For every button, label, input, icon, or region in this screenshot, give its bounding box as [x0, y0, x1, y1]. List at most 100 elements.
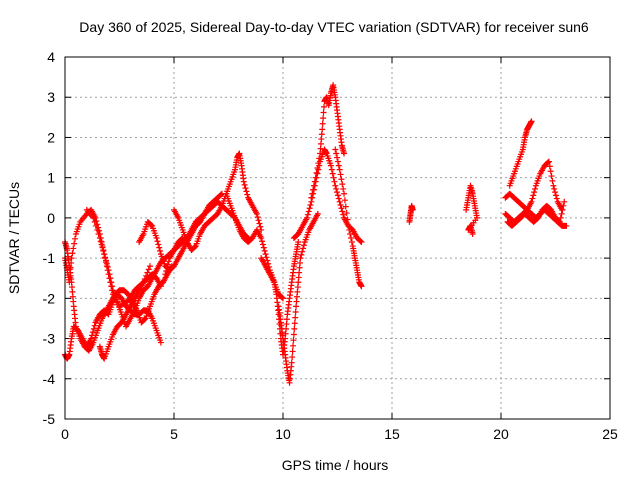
data-point [358, 283, 365, 290]
data-point [162, 271, 169, 278]
chart-title: Day 360 of 2025, Sidereal Day-to-day VTE… [79, 19, 589, 35]
data-point [557, 214, 564, 221]
y-tick-label: 2 [47, 129, 55, 145]
data-point [563, 222, 570, 229]
plot-frame [64, 56, 611, 420]
data-point [315, 160, 322, 167]
data-point [344, 216, 351, 223]
y-tick-label: 0 [47, 210, 55, 226]
data-point [357, 238, 364, 245]
data-point [320, 115, 327, 122]
data-point [549, 177, 556, 184]
data-point [94, 226, 101, 233]
data-point [334, 192, 341, 199]
data-point [102, 257, 109, 264]
grid [65, 57, 610, 419]
data-point [254, 214, 261, 221]
data-point [242, 185, 249, 192]
data-point [319, 120, 326, 127]
data-point [327, 162, 334, 169]
y-tick-label: -1 [43, 250, 56, 266]
data-point [319, 126, 326, 133]
data-point [314, 165, 321, 172]
data-point [107, 275, 114, 282]
data-point [331, 178, 338, 185]
data-point [290, 331, 297, 338]
data-point [72, 235, 79, 242]
data-point [102, 254, 109, 261]
data-point [313, 169, 320, 176]
data-point [100, 247, 107, 254]
data-point [289, 348, 296, 355]
y-tick-label: -5 [43, 411, 56, 427]
data-point [335, 195, 342, 202]
data-point [558, 210, 565, 217]
data-point [97, 238, 104, 245]
data-point [341, 190, 348, 197]
data-point [332, 182, 339, 189]
data-point [545, 158, 552, 165]
data-point [531, 189, 538, 196]
data-point [95, 230, 102, 237]
data-point [310, 186, 317, 193]
data-point [346, 226, 353, 233]
data-point [547, 168, 554, 175]
data-point [256, 220, 263, 227]
data-point [337, 202, 344, 209]
y-tick-label: -2 [43, 290, 56, 306]
data-point [253, 210, 260, 217]
data-point [334, 158, 341, 165]
data-point [545, 159, 552, 166]
y-tick-label: -4 [43, 371, 56, 387]
data-point [243, 188, 250, 195]
data-point [259, 238, 266, 245]
data-point [333, 185, 340, 192]
data-point [290, 337, 297, 344]
data-point [105, 267, 112, 274]
data-point [347, 230, 354, 237]
data-point [255, 217, 262, 224]
data-point [336, 166, 343, 173]
data-point [546, 163, 553, 170]
data-point [260, 244, 267, 251]
data-point [144, 269, 151, 276]
data-point [288, 359, 295, 366]
data-point [90, 214, 97, 221]
data-point [71, 240, 78, 247]
data-point [164, 264, 171, 271]
data-point [555, 218, 562, 225]
data-point [163, 267, 170, 274]
data-point [343, 210, 350, 217]
data-point [280, 295, 286, 302]
data-point [552, 189, 559, 196]
series-track-f [136, 190, 225, 274]
y-tick-label: 1 [47, 170, 55, 186]
data-point [147, 263, 154, 270]
data-point [91, 218, 98, 225]
data-point [550, 182, 557, 189]
data-point [264, 257, 271, 264]
data-point [314, 170, 321, 177]
data-point [548, 173, 555, 180]
data-point [308, 194, 315, 201]
data-point [108, 279, 115, 286]
axis-ticks: 0 5 10 15 20 25 -5 -4 -3 -2 -1 0 1 2 3 4 [43, 49, 618, 442]
data-point [305, 208, 312, 215]
series-track-l [290, 146, 365, 246]
data-point [312, 174, 319, 181]
series-track-n [332, 146, 365, 290]
data-point [559, 206, 566, 213]
data-point [338, 176, 345, 183]
data-point [561, 198, 568, 205]
data-point [218, 191, 225, 198]
x-tick-label: 15 [384, 426, 400, 442]
data-point [345, 222, 352, 229]
data-point [334, 189, 341, 196]
data-point [299, 248, 306, 255]
series-track-p [463, 182, 481, 237]
x-tick-label: 20 [493, 426, 509, 442]
data-point [314, 210, 321, 217]
series-track-k [275, 210, 321, 386]
data-points [62, 82, 570, 386]
data-point [145, 266, 152, 273]
